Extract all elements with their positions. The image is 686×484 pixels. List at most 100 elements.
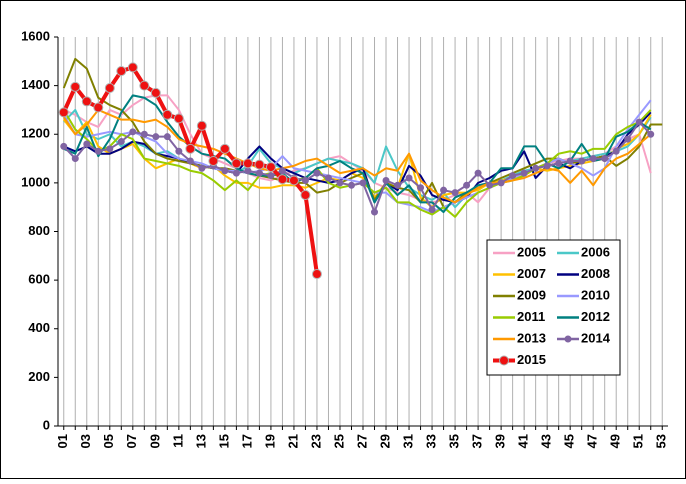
legend-label: 2014 [581, 330, 611, 345]
point [324, 174, 332, 182]
x-tick-label: 53 [654, 434, 669, 448]
point [152, 133, 160, 141]
point [221, 167, 229, 175]
point [394, 181, 402, 189]
point [267, 172, 275, 180]
point [288, 175, 299, 186]
point [486, 181, 494, 189]
legend-label: 2005 [517, 244, 546, 259]
point [60, 142, 68, 150]
legend-label: 2012 [581, 309, 610, 324]
point [624, 135, 632, 143]
point [635, 118, 643, 126]
point [185, 143, 196, 154]
y-tick-label: 1200 [21, 126, 50, 141]
y-tick-label: 800 [28, 223, 50, 238]
point [428, 206, 436, 214]
y-tick-label: 600 [28, 272, 50, 287]
point [555, 159, 563, 167]
point [117, 138, 125, 146]
x-tick-label: 33 [423, 434, 438, 448]
point [163, 133, 171, 141]
legend-label: 2010 [581, 287, 610, 302]
point [58, 107, 69, 118]
point [311, 269, 322, 280]
x-tick-label: 39 [493, 434, 508, 448]
point [116, 66, 127, 77]
x-tick-label: 01 [55, 434, 70, 448]
point [94, 147, 102, 155]
point [231, 158, 242, 169]
x-tick-label: 29 [377, 434, 392, 448]
point [543, 162, 551, 170]
x-tick-label: 03 [78, 434, 93, 448]
point [254, 159, 265, 170]
x-tick-label: 37 [470, 434, 485, 448]
point [208, 155, 219, 166]
point [196, 120, 207, 131]
point [81, 96, 92, 107]
series-line [63, 121, 652, 214]
x-tick-label: 07 [124, 434, 139, 448]
point [139, 80, 150, 91]
legend-label: 2006 [581, 244, 610, 259]
y-tick-label: 1600 [21, 28, 50, 43]
legend-label: 2007 [517, 266, 546, 281]
x-tick-label: 27 [354, 434, 369, 448]
x-tick-label: 21 [285, 434, 300, 448]
y-tick-label: 1400 [21, 77, 50, 92]
point [589, 155, 597, 163]
legend-marker [499, 355, 509, 366]
x-tick-label: 45 [562, 434, 577, 448]
point [150, 87, 161, 98]
x-tick-label: 19 [262, 434, 277, 448]
point [612, 147, 620, 155]
point [277, 174, 288, 185]
point [93, 102, 104, 113]
y-tick-label: 1000 [21, 174, 50, 189]
point [278, 167, 286, 175]
x-tick-label: 35 [447, 434, 462, 448]
legend-label: 2013 [517, 330, 546, 345]
point [129, 128, 137, 136]
x-tick-label: 47 [585, 434, 600, 448]
legend-label: 2009 [517, 287, 546, 302]
point [232, 169, 240, 177]
x-tick-label: 51 [631, 434, 646, 448]
x-tick-label: 15 [216, 434, 231, 448]
point [359, 179, 367, 187]
point [70, 81, 81, 92]
x-tick-label: 41 [516, 434, 531, 448]
point [162, 109, 173, 120]
legend-label: 2015 [517, 352, 546, 367]
point [497, 179, 505, 187]
point [301, 176, 309, 184]
point [219, 143, 230, 154]
point [242, 158, 253, 169]
point [532, 164, 540, 172]
x-tick-label: 13 [193, 434, 208, 448]
point [71, 155, 79, 163]
point [104, 83, 115, 94]
series-line [62, 99, 652, 214]
x-tick-label: 05 [101, 434, 116, 448]
point [440, 186, 448, 194]
legend-label: 2008 [581, 266, 610, 281]
point [509, 172, 517, 180]
point [198, 164, 206, 172]
point [175, 147, 183, 155]
point [140, 130, 148, 138]
legend-box [486, 239, 621, 376]
point [566, 157, 574, 165]
point [173, 113, 184, 124]
x-tick-label: 49 [608, 434, 623, 448]
x-tick-label: 11 [170, 434, 185, 448]
point [186, 157, 194, 165]
point [451, 189, 459, 197]
point [417, 184, 425, 192]
point [83, 140, 91, 148]
series-line [63, 94, 652, 214]
series-line [62, 108, 652, 204]
x-tick-label: 23 [308, 434, 323, 448]
